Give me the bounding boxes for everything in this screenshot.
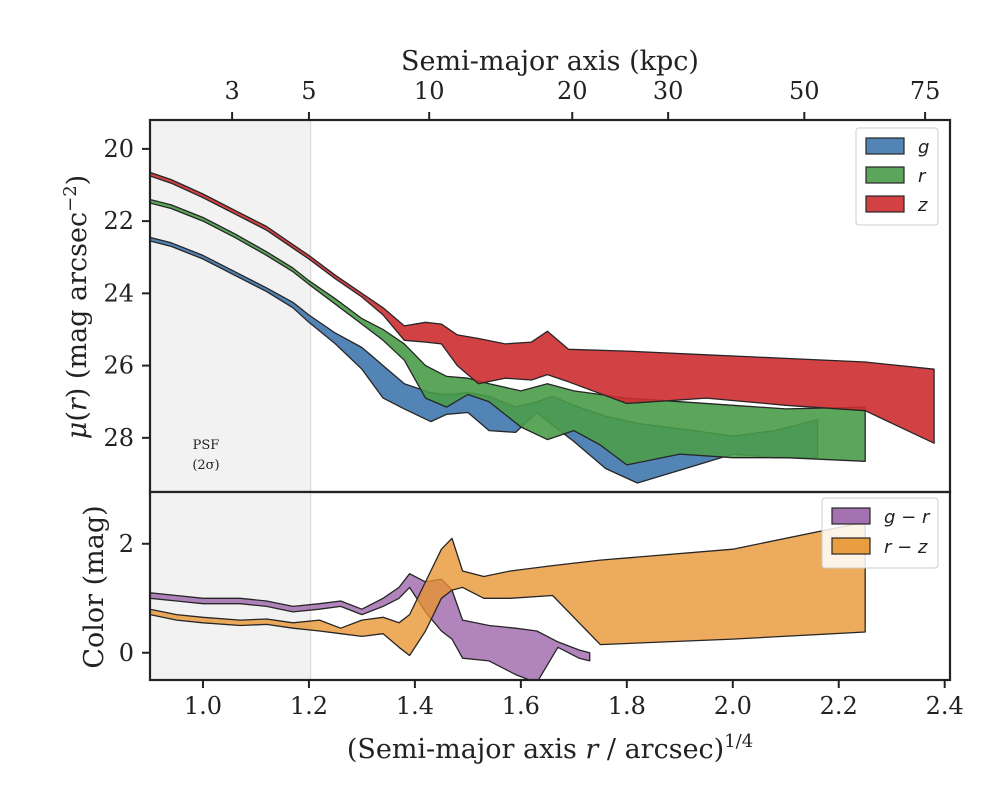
y-tick-label: 2: [119, 530, 134, 558]
band-gr-group: [150, 573, 591, 680]
x-axis-title: (Semi-major axis r / arcsec)1/4: [347, 731, 753, 765]
legend-label: z: [917, 195, 928, 216]
legend-label: r − z: [884, 537, 928, 558]
bottom-panel-frame: [148, 490, 952, 682]
legend-swatch: [865, 195, 905, 213]
legend-swatch: [865, 166, 905, 184]
legend-label: r: [918, 166, 927, 187]
band-r-group: [150, 198, 866, 466]
x-tick-label: 1.6: [502, 692, 540, 720]
legend-swatch: [831, 507, 871, 525]
legend-label: g − r: [884, 507, 931, 528]
band-z-group: [150, 171, 935, 444]
legend-swatch: [865, 137, 905, 155]
y-tick-label: 24: [103, 279, 134, 307]
top-axis-title: Semi-major axis (kpc): [401, 46, 699, 77]
psf-region-top: [150, 120, 311, 492]
x-tick-label: 2.0: [714, 692, 752, 720]
y-tick-label: 22: [103, 207, 134, 235]
top-tick-label: 20: [557, 77, 588, 105]
psf-region-bottom: [150, 492, 311, 680]
y-tick-label: 20: [103, 135, 134, 163]
band-gr: [150, 573, 591, 680]
x-tick-label: 1.0: [184, 692, 222, 720]
x-tick-label: 1.4: [396, 692, 434, 720]
top-tick-label: 30: [653, 77, 684, 105]
psf-label-sigma: (2σ): [192, 458, 219, 473]
x-tick-label: 2.4: [926, 692, 964, 720]
y-tick-label: 0: [119, 639, 134, 667]
axis-labels: Semi-major axis (kpc) μ(r) (mag arcsec−2…: [60, 46, 753, 765]
top-tick-label: 10: [414, 77, 445, 105]
legend-swatch: [831, 537, 871, 555]
band-rz: [150, 521, 866, 657]
legend-label: g: [918, 137, 929, 158]
band-r: [150, 198, 866, 466]
band-rz-group: [150, 521, 866, 657]
bottom-y-axis-title: Color (mag): [79, 505, 110, 668]
surface-brightness-panel: PSF (2σ) 20 22 24 26 28 3 5 10 20 30 50 75 grz: [103, 77, 952, 494]
top-tick-label: 3: [224, 77, 239, 105]
x-tick-label: 2.2: [820, 692, 858, 720]
y-tick-label: 26: [103, 352, 134, 380]
top-tick-label: 50: [789, 77, 820, 105]
bottom-legend: g − r r − z: [821, 497, 939, 569]
top-legend: grz: [855, 127, 939, 226]
top-tick-label: 75: [910, 77, 941, 105]
psf-label: PSF: [193, 438, 220, 453]
color-panel: 0 2 1.0 1.2 1.4 1.6 1.8 2.0 2.2 2.4 g − r r − z: [119, 490, 964, 720]
x-tick-label: 1.8: [608, 692, 646, 720]
top-tick-label: 5: [301, 77, 316, 105]
top-y-axis-title: μ(r) (mag arcsec−2): [60, 175, 93, 439]
x-tick-label: 1.2: [290, 692, 328, 720]
y-tick-label: 28: [103, 424, 134, 452]
band-z: [150, 171, 935, 444]
